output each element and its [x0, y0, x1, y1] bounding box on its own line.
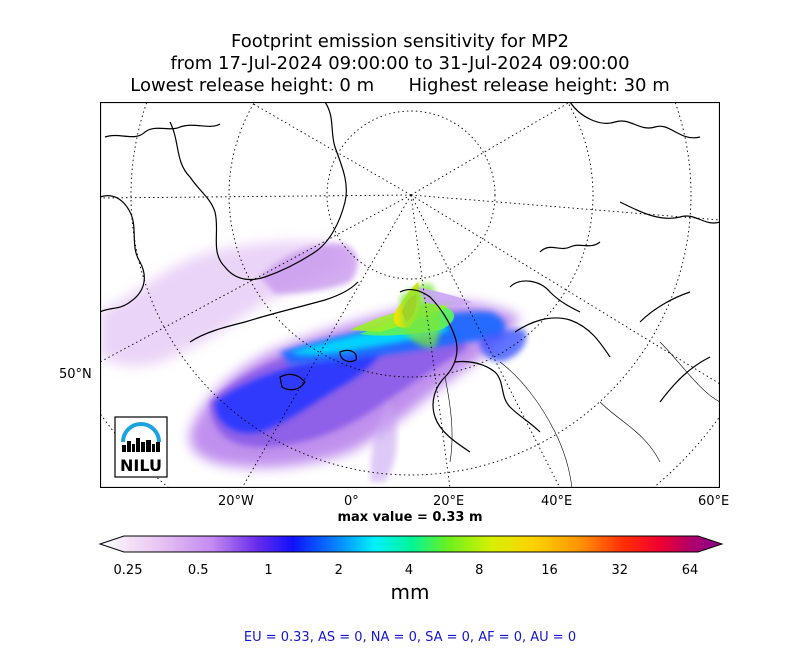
colorbar-tick-0_5: 0.5	[187, 563, 209, 578]
lat-label-50n: 50°N	[59, 367, 92, 382]
colorbar-tick-64: 64	[681, 563, 699, 578]
colorbar	[98, 535, 724, 553]
lon-label-20w: 20°W	[218, 494, 254, 509]
region-totals: EU = 0.33, AS = 0, NA = 0, SA = 0, AF = …	[243, 630, 577, 645]
lon-label-60e: 60°E	[698, 494, 730, 509]
colorbar-tick-2: 2	[334, 563, 343, 578]
release-heights: Lowest release height: 0 m Highest relea…	[0, 75, 800, 97]
nilu-logo: NILU	[114, 416, 168, 478]
lon-label-20e: 20°E	[433, 494, 465, 509]
colorbar-tick-8: 8	[475, 563, 484, 578]
lon-label-40e: 40°E	[541, 494, 573, 509]
footprint-map: NILU	[100, 102, 720, 488]
coastlines	[100, 102, 720, 453]
graticule	[100, 102, 720, 488]
colorbar-tick-0_25: 0.25	[113, 563, 143, 578]
map-time-range: from 17-Jul-2024 09:00:00 to 31-Jul-2024…	[170, 53, 630, 74]
colorbar-tick-4: 4	[404, 563, 414, 578]
colorbar-tick-1: 1	[264, 563, 273, 578]
max-value-label: max value = 0.33 m	[337, 510, 483, 525]
lowest-release-height: Lowest release height: 0 m	[130, 75, 375, 96]
map-title: Footprint emission sensitivity for MP2	[230, 31, 569, 52]
country-borders	[444, 341, 720, 488]
lon-label-0: 0°	[344, 494, 359, 509]
colorbar-tick-32: 32	[611, 563, 629, 578]
highest-release-height: Highest release height: 30 m	[408, 75, 670, 96]
colorbar-unit: mm	[390, 580, 430, 604]
colorbar-tick-16: 16	[541, 563, 558, 578]
nilu-logo-text: NILU	[120, 456, 162, 475]
footprint-plume	[100, 241, 527, 482]
